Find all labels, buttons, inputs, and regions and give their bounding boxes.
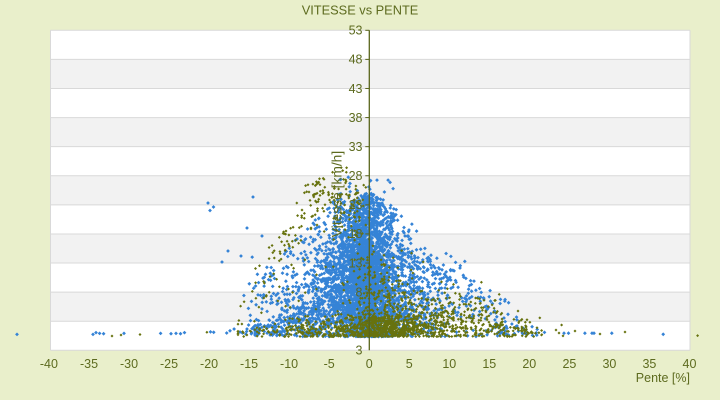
svg-text:-35: -35 (80, 357, 98, 371)
svg-text:-30: -30 (120, 357, 138, 371)
svg-text:13: 13 (349, 256, 363, 270)
svg-text:33: 33 (349, 140, 363, 154)
svg-text:43: 43 (349, 82, 363, 96)
svg-text:VITESSE vs PENTE: VITESSE vs PENTE (302, 3, 419, 18)
svg-text:-40: -40 (40, 357, 58, 371)
svg-text:-20: -20 (200, 357, 218, 371)
svg-text:35: 35 (642, 357, 656, 371)
svg-text:5: 5 (406, 357, 413, 371)
svg-text:3: 3 (356, 344, 363, 358)
svg-text:30: 30 (602, 357, 616, 371)
svg-text:Vitesse [km/h]: Vitesse [km/h] (330, 151, 345, 237)
svg-text:-10: -10 (280, 357, 298, 371)
svg-text:-5: -5 (324, 357, 335, 371)
svg-text:38: 38 (349, 111, 363, 125)
svg-text:Pente [%]: Pente [%] (636, 371, 690, 385)
svg-text:20: 20 (522, 357, 536, 371)
svg-text:53: 53 (349, 24, 363, 38)
svg-text:18: 18 (349, 227, 363, 241)
svg-text:-25: -25 (160, 357, 178, 371)
svg-text:0: 0 (366, 357, 373, 371)
svg-text:23: 23 (349, 198, 363, 212)
svg-text:15: 15 (482, 357, 496, 371)
svg-text:25: 25 (562, 357, 576, 371)
svg-text:40: 40 (683, 357, 697, 371)
svg-text:48: 48 (349, 53, 363, 67)
svg-text:10: 10 (442, 357, 456, 371)
svg-text:8: 8 (356, 285, 363, 299)
svg-text:28: 28 (349, 169, 363, 183)
svg-text:-15: -15 (240, 357, 258, 371)
